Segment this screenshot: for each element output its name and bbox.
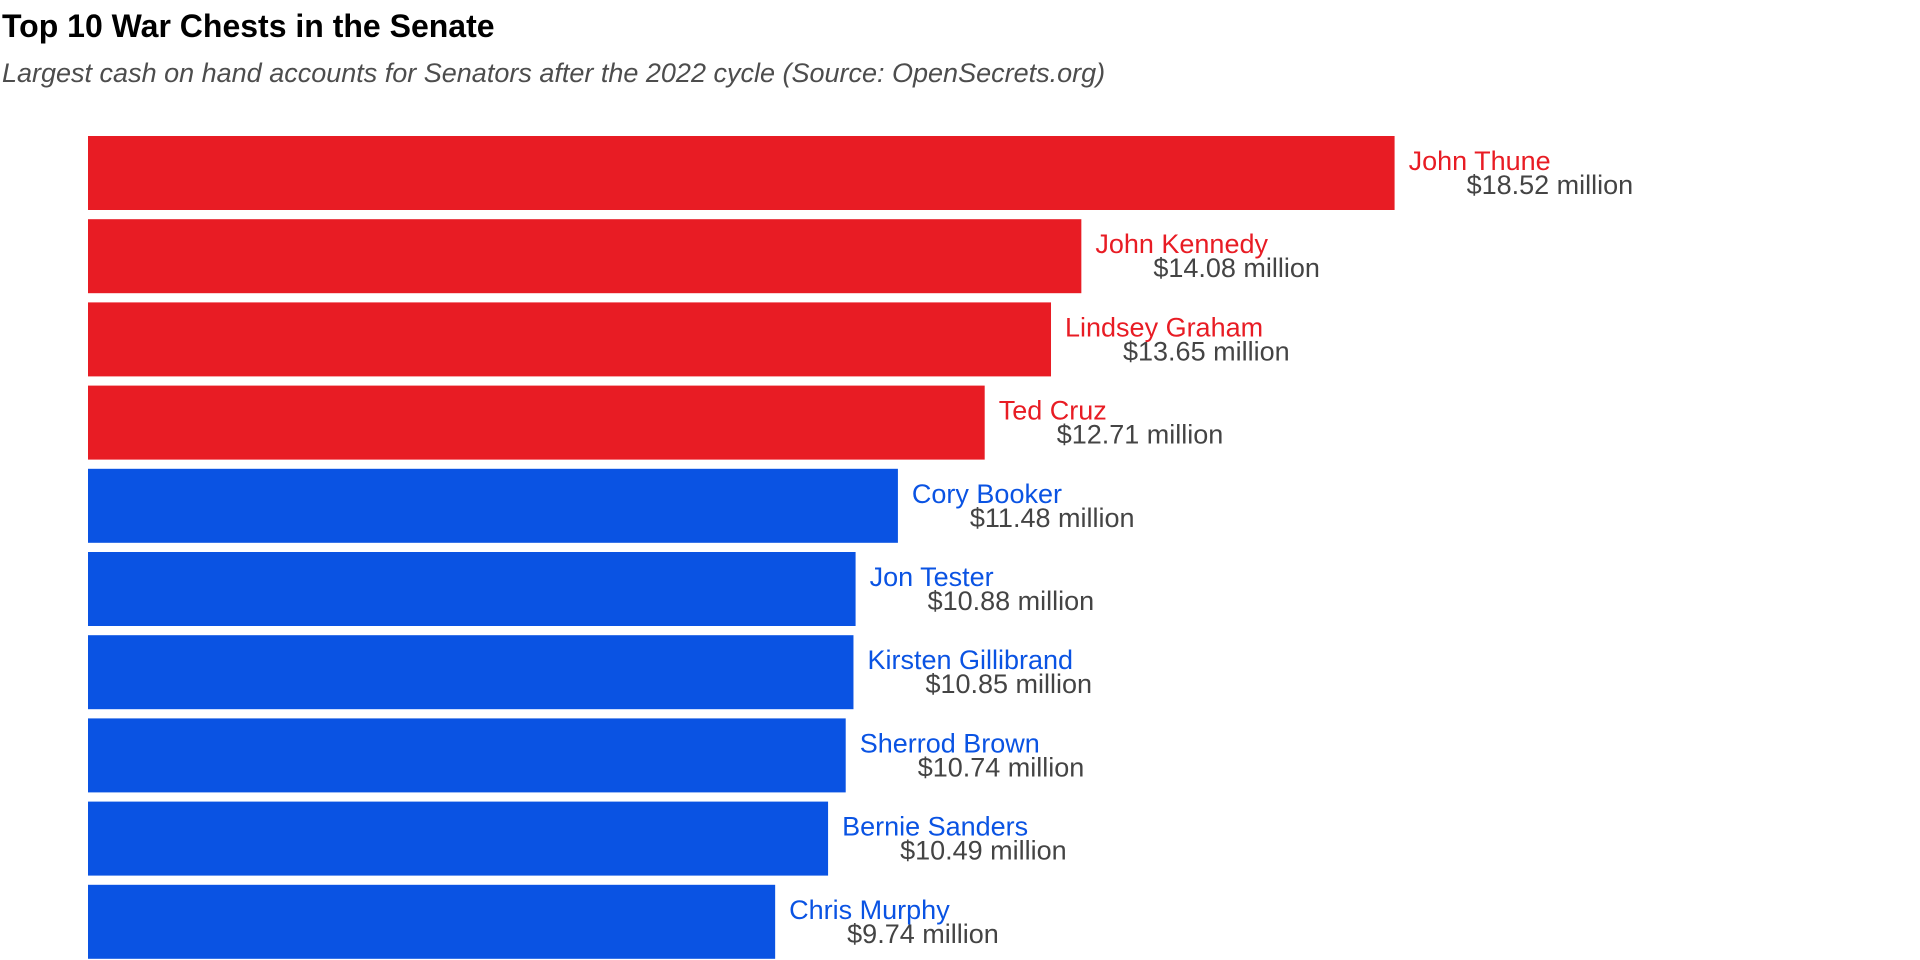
bar-john-kennedy [88, 219, 1081, 293]
bar-jon-tester [88, 552, 856, 626]
bar-john-thune [88, 136, 1395, 210]
bar-value-label: $12.71 million [1057, 420, 1224, 450]
bar-ted-cruz [88, 386, 985, 460]
bar-value-label: $10.88 million [928, 586, 1095, 616]
bar-kirsten-gillibrand [88, 635, 853, 709]
bar-sherrod-brown [88, 718, 846, 792]
bar-value-label: $11.48 million [970, 503, 1135, 533]
bar-value-label: $10.49 million [900, 836, 1067, 866]
bar-lindsey-graham [88, 302, 1051, 376]
bar-value-label: $9.74 million [847, 919, 999, 949]
bar-chris-murphy [88, 885, 775, 959]
bar-cory-booker [88, 469, 898, 543]
bar-value-label: $18.52 million [1467, 170, 1634, 200]
bar-value-label: $10.85 million [925, 669, 1092, 699]
bar-value-label: $14.08 million [1153, 253, 1320, 283]
bar-value-label: $13.65 million [1123, 336, 1290, 366]
bar-value-label: $10.74 million [918, 752, 1085, 782]
bar-bernie-sanders [88, 802, 828, 876]
